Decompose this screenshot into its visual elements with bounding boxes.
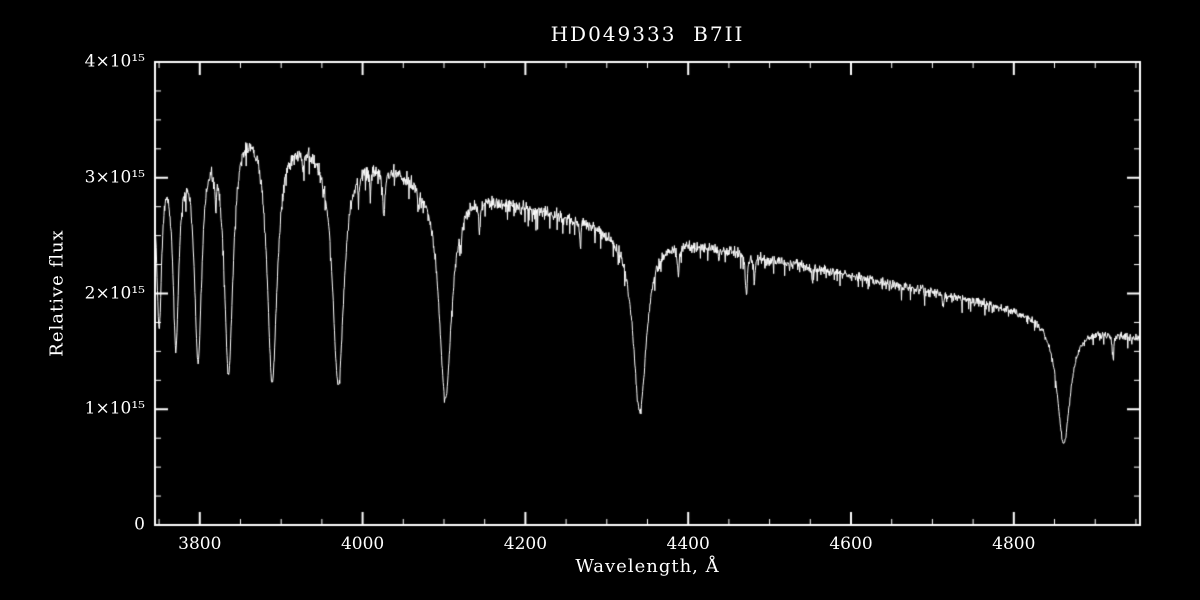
y-tick-label: 1×10¹⁵: [84, 398, 145, 419]
y-tick-label: 4×10¹⁵: [84, 51, 145, 72]
x-tick-label: 4600: [829, 534, 873, 554]
x-tick-label: 4800: [992, 534, 1036, 554]
x-tick-label: 4000: [340, 534, 385, 554]
chart-title: HD049333 B7II: [550, 22, 745, 46]
y-tick-label: 3×10¹⁵: [84, 167, 145, 188]
x-tick-label: 3800: [178, 534, 222, 554]
x-tick-label: 4200: [503, 534, 548, 554]
y-tick-label: 2×10¹⁵: [84, 283, 145, 304]
y-axis-label: Relative flux: [46, 229, 68, 357]
y-tick-label: 0: [134, 514, 145, 535]
x-axis-label: Wavelength, Å: [575, 556, 720, 577]
x-tick-label: 4400: [666, 534, 710, 554]
